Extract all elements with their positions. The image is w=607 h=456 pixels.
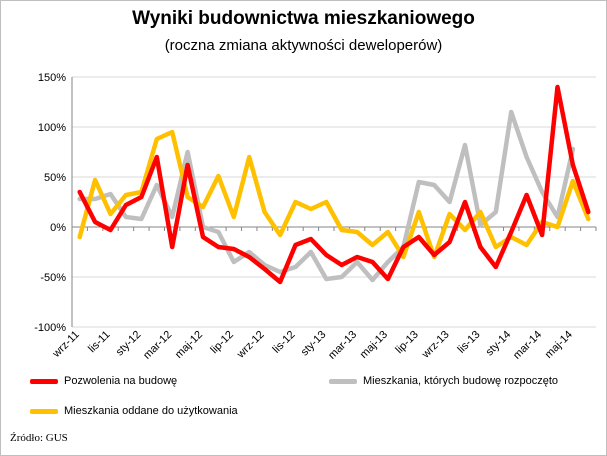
- x-tick-label: mar-14: [511, 329, 544, 362]
- x-tick-label: sty-13: [299, 329, 329, 359]
- x-tick-label: wrz-13: [419, 329, 452, 362]
- x-tick-label: mar-13: [326, 329, 359, 362]
- x-tick-label: lis-11: [86, 329, 113, 356]
- chart-title: Wyniki budownictwa mieszkaniowego: [132, 8, 475, 29]
- legend-label: Mieszkania, których budowę rozpoczęto: [363, 375, 559, 387]
- legend-label: Pozwolenia na budowę: [64, 375, 178, 387]
- series-line: [77, 129, 591, 260]
- x-tick-label: lip-12: [208, 329, 236, 357]
- x-tick-label: mar-12: [141, 329, 174, 362]
- y-tick-label: 100%: [38, 122, 66, 134]
- legend-swatch-yellow: [30, 408, 58, 414]
- chart-subtitle: (roczna zmiana aktywności deweloperów): [164, 37, 443, 54]
- x-tick-label: wrz-12: [234, 329, 267, 362]
- source-note: Źródło: GUS: [10, 432, 68, 444]
- legend-item-oddane: Mieszkania oddane do użytkowania: [30, 405, 238, 417]
- y-tick-label: -100%: [34, 322, 66, 334]
- x-tick-label: lip-13: [393, 329, 421, 357]
- y-tick-label: 0%: [50, 222, 66, 234]
- y-tick-label: 50%: [44, 172, 66, 184]
- legend-item-rozpoczete: Mieszkania, których budowę rozpoczęto: [329, 375, 558, 387]
- legend-swatch-gray: [329, 378, 357, 384]
- legend-swatch-red: [30, 378, 58, 384]
- legend-item-pozwolenia: Pozwolenia na budowę: [30, 375, 177, 387]
- x-tick-label: maj-13: [358, 329, 390, 361]
- x-tick-label: lis-12: [271, 329, 298, 356]
- x-tick-label: maj-14: [543, 329, 575, 361]
- x-tick-label: maj-12: [173, 329, 205, 361]
- x-tick-label: lis-13: [455, 329, 482, 356]
- y-tick-label: -50%: [40, 272, 66, 284]
- y-tick-label: 150%: [38, 72, 66, 84]
- series-line: [77, 84, 591, 285]
- legend-label: Mieszkania oddane do użytkowania: [64, 405, 238, 417]
- x-tick-label: sty-12: [114, 329, 144, 359]
- x-tick-label: sty-14: [484, 329, 514, 359]
